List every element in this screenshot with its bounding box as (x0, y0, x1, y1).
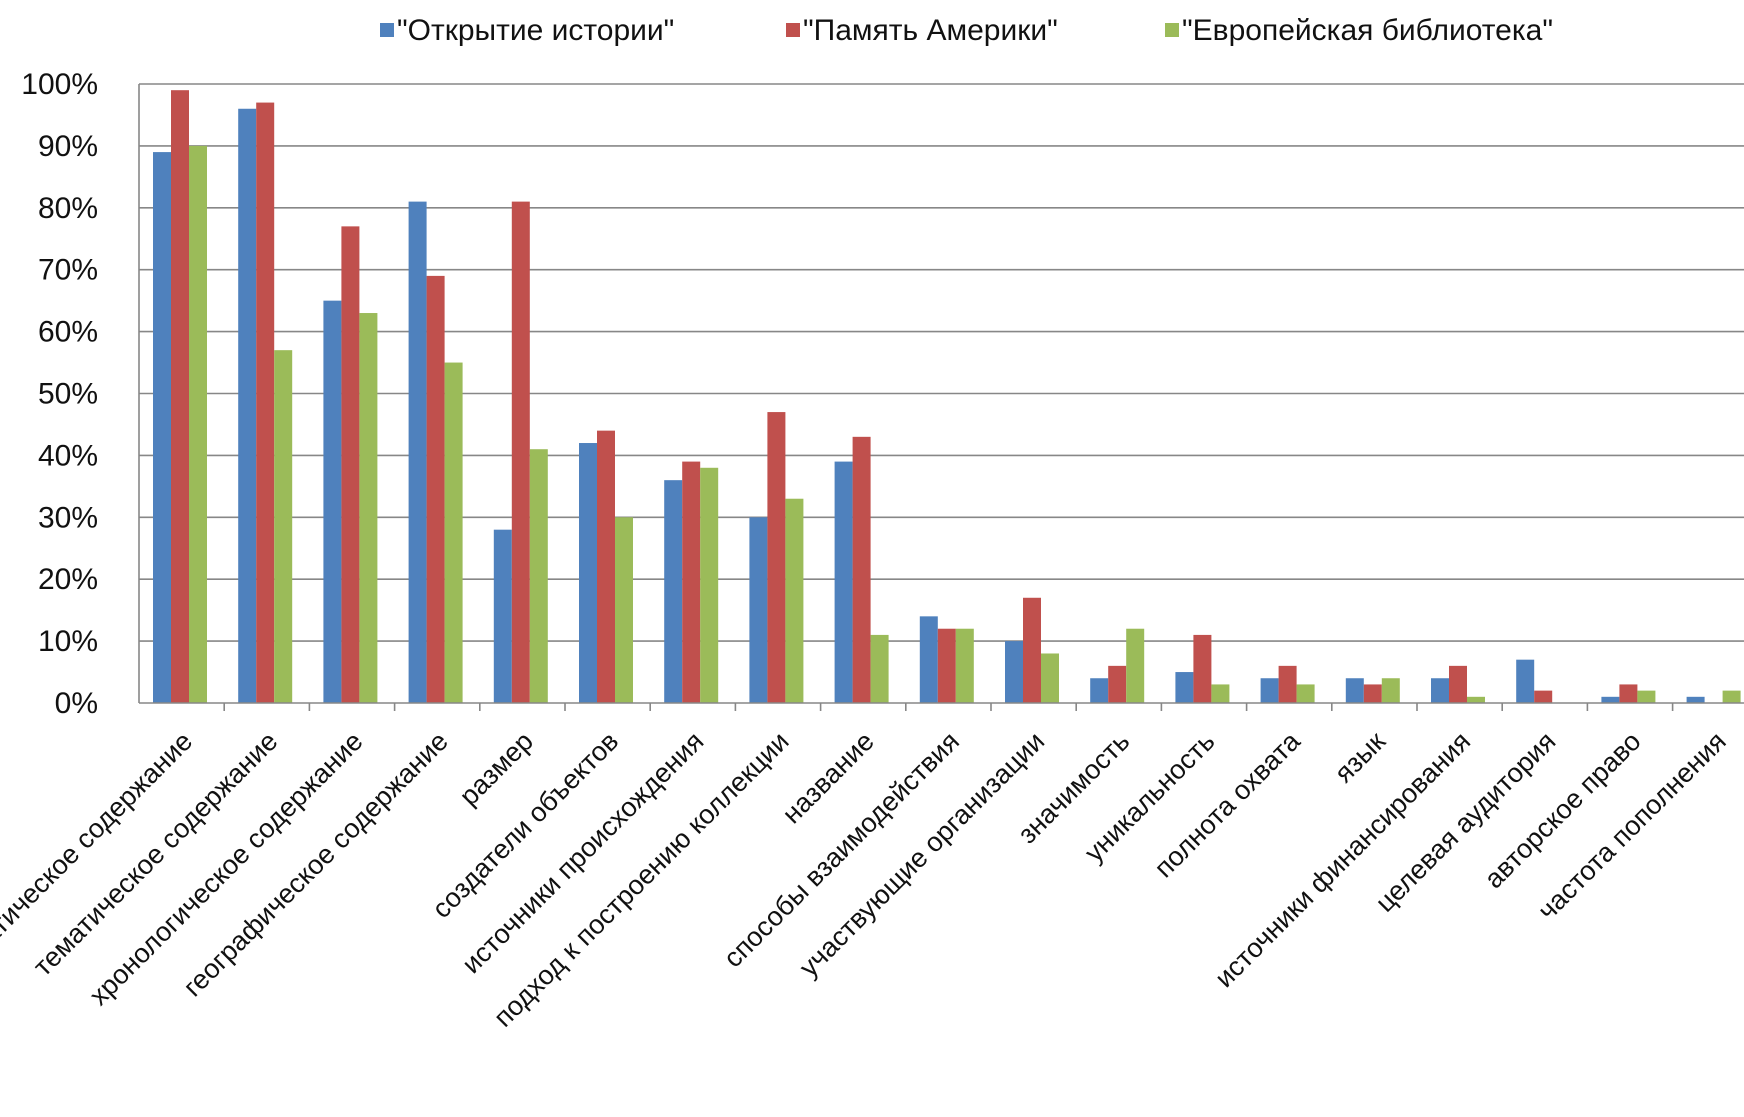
bar (1534, 690, 1553, 703)
y-tick-label: 20% (38, 563, 98, 596)
y-tick-label: 50% (38, 378, 98, 411)
bar (529, 449, 548, 703)
bar (341, 226, 360, 703)
bar (1193, 634, 1212, 703)
bar (1601, 696, 1620, 703)
bar (1516, 659, 1535, 703)
bar (1296, 684, 1315, 703)
bar (1722, 690, 1741, 703)
bar (256, 102, 275, 703)
bar (749, 517, 768, 703)
y-tick-label: 100% (21, 68, 98, 101)
bar (493, 529, 512, 703)
legend-marker (786, 23, 800, 37)
bar (1431, 678, 1449, 703)
y-tick-label: 60% (38, 316, 98, 349)
bar (870, 634, 889, 703)
y-axis-ticks: 0% 10% 20% 30% 40% 50% 60% 70% 80% 90% 100% (21, 68, 98, 720)
x-tick-label: язык (1329, 726, 1392, 789)
y-tick-label: 30% (38, 501, 98, 534)
bar (852, 436, 871, 703)
bar (171, 90, 189, 703)
bar (834, 461, 853, 703)
bar (153, 152, 171, 704)
bar (1108, 665, 1127, 703)
bar (1211, 684, 1230, 703)
bar (1126, 628, 1145, 703)
y-tick-label: 10% (38, 625, 98, 658)
bars (153, 90, 1741, 704)
y-tick-label: 90% (38, 130, 98, 163)
bar (1381, 678, 1400, 703)
bar (408, 201, 427, 704)
bar (1005, 641, 1023, 703)
bar (700, 467, 719, 703)
bar (1467, 696, 1485, 703)
bar (955, 628, 974, 703)
bar (238, 108, 257, 703)
bar (444, 362, 463, 703)
bar (323, 300, 342, 703)
bar (1090, 678, 1109, 703)
legend-marker (1165, 23, 1179, 37)
bar (1619, 684, 1638, 703)
y-tick-label: 40% (38, 439, 98, 472)
bar (1023, 597, 1041, 703)
bar (359, 313, 378, 703)
bar (1363, 684, 1382, 703)
bar (767, 412, 786, 703)
legend-marker (380, 23, 394, 37)
bar (511, 201, 530, 704)
bar (426, 275, 445, 703)
bar (1278, 665, 1297, 703)
x-tick-label: авторское право (1479, 726, 1647, 894)
bar (919, 616, 938, 703)
y-tick-label: 70% (38, 254, 98, 287)
bar (579, 443, 597, 703)
bar (682, 461, 701, 703)
y-tick-label: 0% (55, 687, 98, 720)
bar (274, 350, 293, 703)
bar (1260, 678, 1279, 703)
x-tick-label: полнота охвата (1149, 725, 1307, 883)
y-tick-label: 80% (38, 192, 98, 225)
bar (1449, 665, 1467, 703)
gridlines (139, 83, 1744, 642)
bar (615, 517, 633, 703)
x-tick-label: размер (454, 726, 539, 811)
bar (785, 498, 804, 703)
bar (1041, 653, 1059, 703)
legend: "Открытие истории" "Память Америки" "Европ… (380, 14, 1553, 47)
bar (1686, 696, 1705, 703)
bar (1637, 690, 1656, 703)
bar (189, 145, 207, 703)
legend-label: "Память Америки" (803, 14, 1058, 47)
bar (597, 430, 615, 703)
bar (1345, 678, 1364, 703)
bar (1175, 672, 1194, 703)
legend-label: "Открытие истории" (397, 14, 674, 47)
bar (937, 628, 956, 703)
bar (664, 480, 683, 703)
axes (138, 84, 1744, 711)
legend-label: "Европейская библиотека" (1182, 14, 1553, 47)
